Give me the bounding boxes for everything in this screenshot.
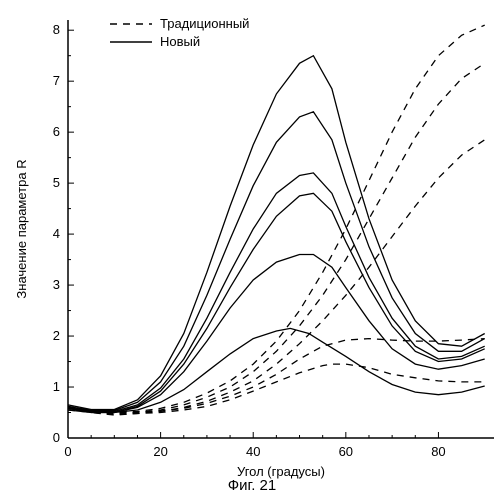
plot-bg	[0, 0, 504, 500]
y-tick-label: 8	[53, 22, 60, 37]
figure-caption: Фиг. 21	[0, 477, 504, 494]
y-tick-label: 7	[53, 73, 60, 88]
x-tick-label: 40	[246, 444, 260, 459]
y-tick-label: 3	[53, 277, 60, 292]
y-axis-label: Значение параметра R	[14, 159, 29, 298]
y-tick-label: 4	[53, 226, 60, 241]
x-tick-label: 20	[153, 444, 167, 459]
x-tick-label: 0	[64, 444, 71, 459]
legend-label: Традиционный	[160, 16, 249, 31]
y-tick-label: 1	[53, 379, 60, 394]
y-tick-label: 2	[53, 328, 60, 343]
x-tick-label: 60	[339, 444, 353, 459]
legend-label: Новый	[160, 34, 200, 49]
y-tick-label: 5	[53, 175, 60, 190]
y-tick-label: 0	[53, 430, 60, 445]
x-tick-label: 80	[431, 444, 445, 459]
line-chart: 020406080012345678Угол (градусы)Значение…	[0, 0, 504, 500]
y-tick-label: 6	[53, 124, 60, 139]
